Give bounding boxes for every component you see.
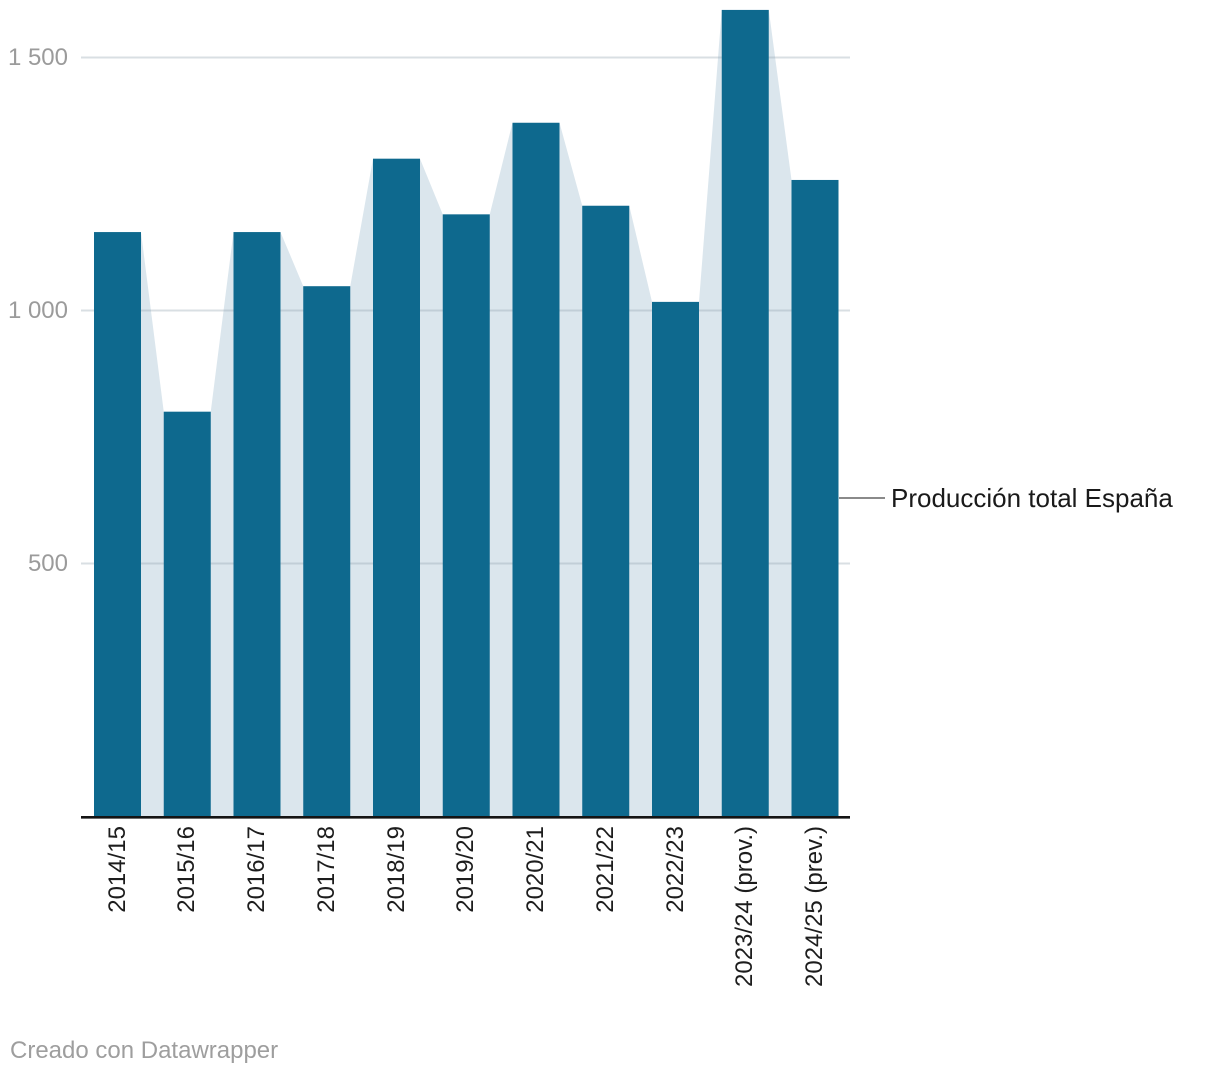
x-axis-label-2022/23: 2022/23 (661, 826, 689, 913)
x-axis-label-2015/16: 2015/16 (173, 826, 201, 913)
bar-2024/25 (prev.)[interactable] (791, 179, 839, 817)
bar-2015/16[interactable] (163, 411, 211, 817)
bar-2018/19[interactable] (373, 158, 420, 817)
x-axis-label-2020/21: 2020/21 (522, 826, 549, 913)
bar-2019/20[interactable] (442, 214, 490, 818)
bar-2023/24 (prov.)[interactable] (721, 9, 769, 818)
x-axis-label-2021/22: 2021/22 (591, 826, 619, 913)
x-axis-label-2024/25 (prev.): 2024/25 (prev.) (801, 826, 828, 987)
y-axis-tick-label-1500: 1 500 (7, 43, 68, 71)
bar-2014/15[interactable] (94, 232, 141, 817)
x-axis-label-2019/20: 2019/20 (452, 826, 480, 913)
series-label-connector-line (839, 497, 885, 499)
series-label: Producción total España (891, 483, 1173, 513)
x-axis-label-2016/17: 2016/17 (243, 826, 270, 913)
x-axis-label-2014/15: 2014/15 (103, 826, 131, 913)
y-axis-tick-label-1000: 1 000 (7, 296, 68, 324)
bar-2016/17[interactable] (233, 232, 281, 817)
bar-2022/23[interactable] (652, 301, 699, 817)
x-axis-label-2018/19: 2018/19 (382, 826, 410, 913)
x-axis-label-2017/18: 2017/18 (312, 826, 340, 913)
bar-2017/18[interactable] (303, 286, 351, 817)
bar-2020/21[interactable] (512, 122, 560, 818)
y-axis-tick-label-500: 500 (27, 549, 68, 577)
bar-2021/22[interactable] (582, 205, 630, 817)
datawrapper-credit: Creado con Datawrapper (10, 1037, 279, 1064)
x-axis-label-2023/24 (prov.): 2023/24 (prov.) (731, 826, 759, 987)
